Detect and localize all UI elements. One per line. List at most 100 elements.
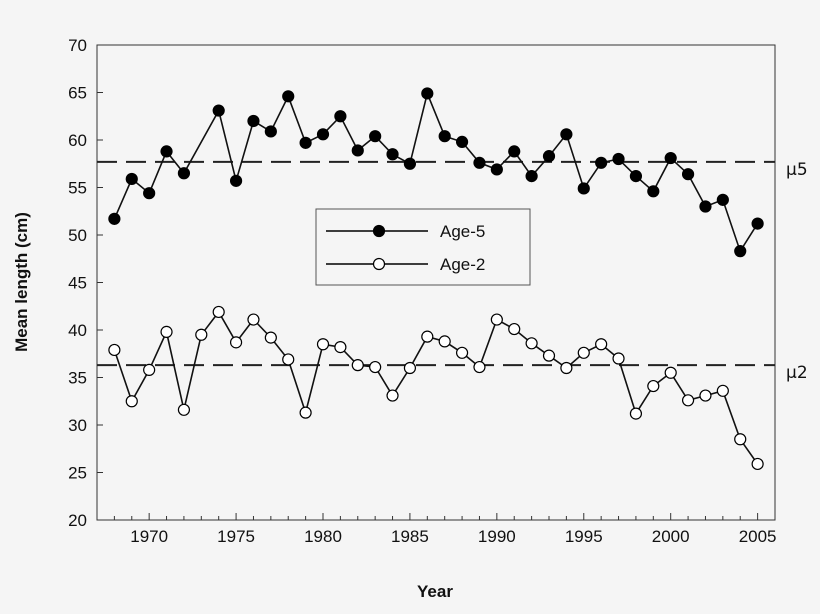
x-tick-label: 2000 [652,527,690,546]
data-point-age-2 [195,328,208,341]
data-point-age-2 [143,363,156,376]
data-point-age-5 [595,156,608,169]
legend-marker-age-5 [372,224,386,238]
x-tick-label: 2005 [739,527,777,546]
data-point-age-2 [525,337,538,350]
data-point-age-5 [647,185,660,198]
data-point-age-2 [473,360,486,374]
data-point-age-5 [508,145,521,158]
data-point-age-5 [125,172,138,186]
series-layer [108,87,764,471]
data-point-age-2 [160,325,173,338]
data-point-age-2 [490,313,503,326]
data-point-age-5 [612,152,625,166]
y-tick-label: 40 [68,321,87,340]
axes: 20 25 30 35 40 45 50 55 60 65 70 1970 1975 1980 1985 19… [68,36,776,546]
data-point-age-2 [108,343,121,357]
data-point-age-5 [369,130,382,143]
data-point-age-5 [473,156,486,169]
data-point-age-5 [525,170,538,183]
data-point-age-2 [282,353,295,366]
data-point-age-5 [282,90,295,103]
y-tick-label: 20 [68,511,87,530]
x-tick-label: 1995 [565,527,603,546]
data-point-age-5 [542,150,556,163]
data-point-age-5 [734,245,747,258]
data-point-age-2 [595,338,608,351]
data-point-age-5 [316,128,330,141]
data-point-age-2 [664,366,677,379]
y-tick-label: 45 [68,274,87,293]
data-point-age-5 [264,125,277,138]
data-point-age-2 [125,395,138,408]
x-tick-label: 1980 [304,527,342,546]
x-tick-label: 1990 [478,527,516,546]
data-point-age-5 [699,200,712,213]
y-tick-label: 55 [68,179,87,198]
data-point-age-2 [229,336,243,349]
data-point-age-2 [334,341,347,354]
x-tick-label: 1970 [130,527,168,546]
data-point-age-5 [455,135,469,148]
legend-item-age-5: Age-5 [326,222,485,241]
data-point-age-5 [108,212,121,225]
data-point-age-5 [177,167,191,180]
legend-box [315,208,531,286]
data-point-age-5 [716,193,729,206]
data-point-age-5 [212,104,225,117]
data-point-age-2 [542,349,556,362]
data-point-age-5 [751,217,764,230]
y-tick-label: 65 [68,84,87,103]
data-point-age-2 [716,384,729,397]
series-line-age-2 [113,310,759,465]
data-point-age-2 [386,389,399,402]
legend-label-age-5: Age-5 [440,222,485,241]
data-point-age-2 [681,394,695,407]
reference-label-mu2: μ2 [786,363,808,383]
x-tick-label: 1975 [217,527,255,546]
x-tick-label: 1985 [391,527,429,546]
data-point-age-5 [664,151,677,165]
data-point-age-2 [351,359,364,372]
data-point-age-2 [212,305,225,319]
legend-marker-age-2 [372,257,386,271]
data-point-age-2 [316,338,330,351]
legend: Age-5 Age-2 [315,208,531,286]
series-age-2 [108,305,764,471]
data-point-age-5 [299,136,312,149]
y-tick-label: 35 [68,369,87,388]
data-point-age-2 [699,389,712,402]
data-point-age-2 [438,335,451,348]
data-point-age-2 [508,322,521,336]
data-point-age-2 [247,313,260,326]
data-point-age-2 [369,360,382,374]
y-tick-label: 60 [68,131,87,150]
data-point-age-2 [647,379,660,393]
y-tick-label: 70 [68,36,87,55]
data-point-age-2 [577,346,590,359]
data-point-age-5 [403,157,417,170]
data-point-age-2 [629,407,643,420]
legend-item-age-2: Age-2 [326,255,485,274]
data-point-age-2 [612,352,625,365]
data-point-age-5 [160,145,173,158]
data-point-age-2 [299,406,312,419]
data-point-age-5 [421,87,434,100]
data-point-age-2 [734,433,747,446]
legend-label-age-2: Age-2 [440,255,485,274]
data-point-age-5 [560,128,573,141]
y-axis-title: Mean length (cm) [12,212,31,352]
series-age-5 [108,87,764,258]
data-point-age-2 [177,403,191,416]
data-point-age-5 [490,163,503,176]
y-tick-label: 30 [68,416,87,435]
data-point-age-2 [455,346,469,359]
data-point-age-5 [229,174,243,187]
data-point-age-5 [143,187,156,200]
data-point-age-5 [438,130,451,143]
data-point-age-5 [386,148,399,161]
data-point-age-2 [560,361,573,375]
data-point-age-5 [351,144,364,157]
y-tick-label: 25 [68,464,87,483]
